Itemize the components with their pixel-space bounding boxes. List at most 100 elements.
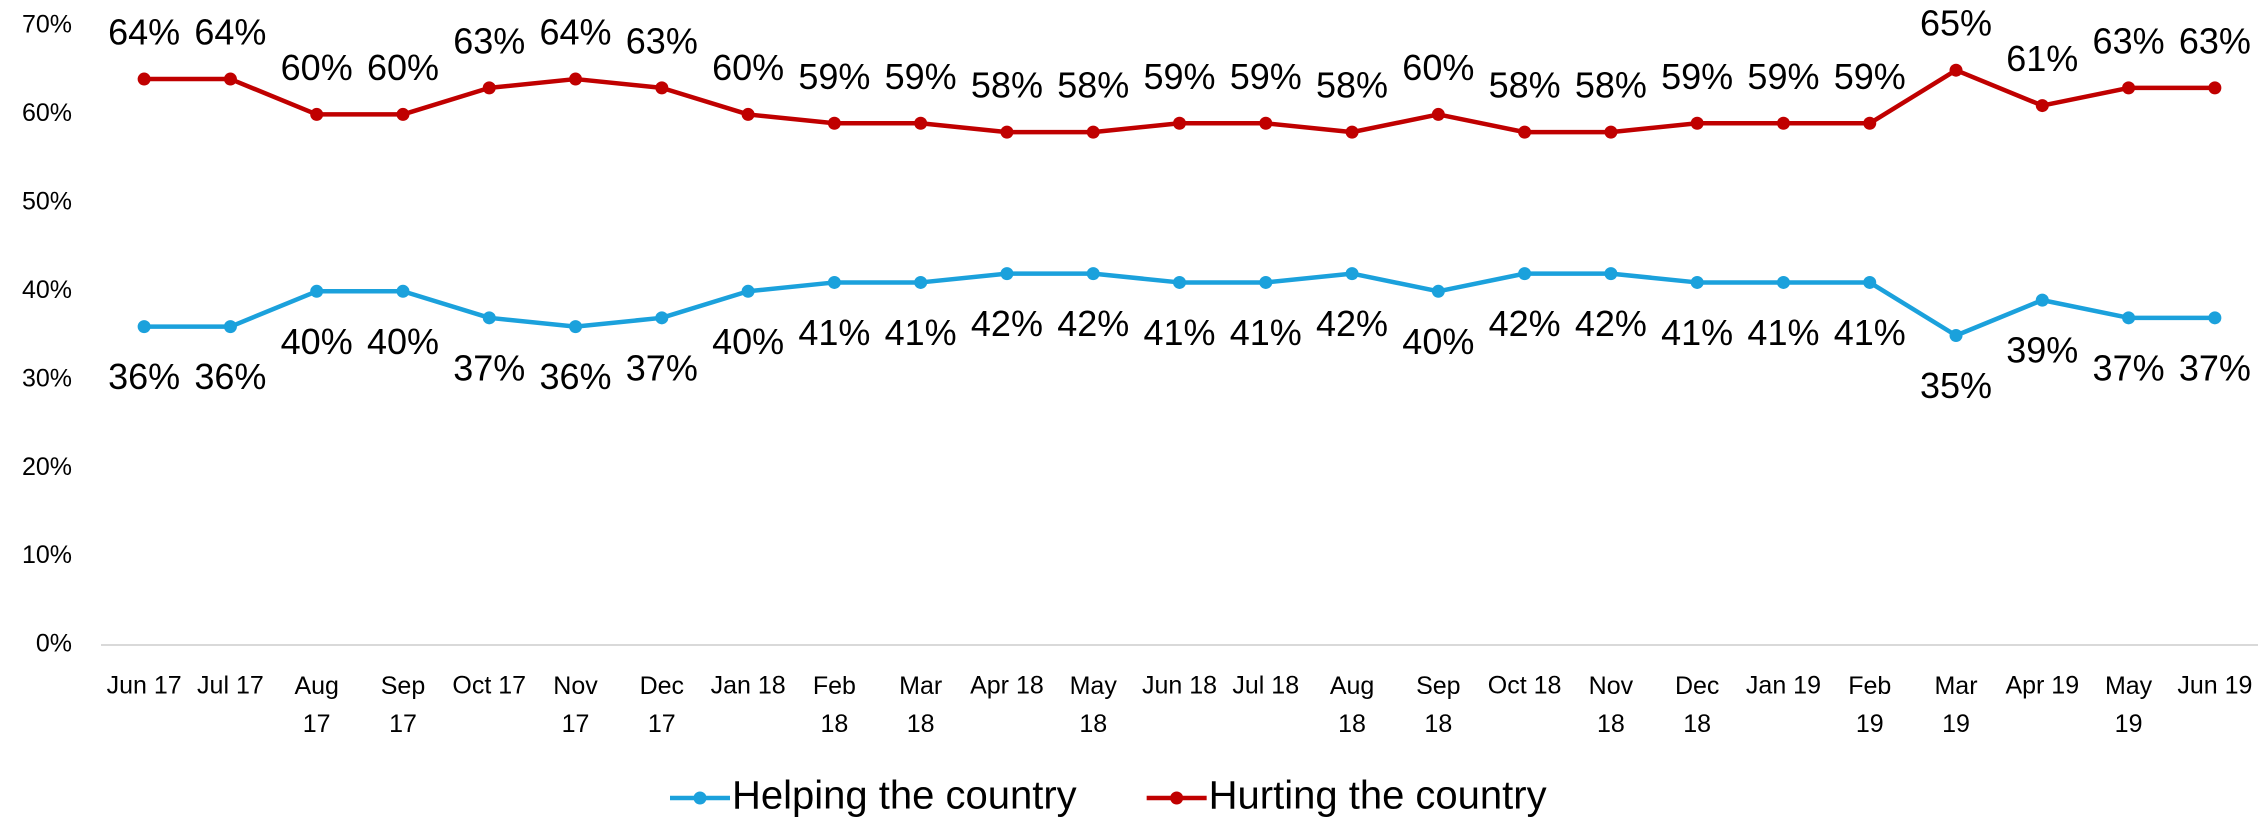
x-tick-label: Aug 17 — [294, 672, 338, 738]
x-tick-label: Feb 18 — [813, 672, 856, 738]
data-label: 39% — [2006, 330, 2078, 371]
x-tick-label: Sep 18 — [1416, 672, 1460, 738]
x-tick-label: Apr 18 — [970, 672, 1044, 700]
data-label: 59% — [1230, 56, 1302, 97]
data-label: 41% — [1747, 312, 1819, 353]
series-marker — [1345, 267, 1359, 281]
x-tick-label: Nov 18 — [1589, 672, 1634, 738]
series-marker — [655, 81, 669, 95]
data-label: 42% — [1316, 303, 1388, 344]
data-label: 37% — [2179, 347, 2251, 388]
x-tick-label: Jun 19 — [2177, 672, 2252, 700]
x-tick-label: Mar 19 — [1934, 672, 1977, 738]
data-label: 64% — [540, 12, 612, 53]
series-marker — [1173, 275, 1186, 289]
data-label: 41% — [1661, 312, 1733, 353]
y-tick-label: 60% — [22, 99, 72, 127]
x-tick-label: Jan 18 — [711, 672, 786, 700]
series-marker — [482, 311, 496, 325]
series-marker — [741, 107, 755, 121]
data-label: 58% — [1316, 65, 1388, 106]
series-marker — [2122, 311, 2136, 325]
data-label: 40% — [367, 321, 439, 362]
data-label: 36% — [540, 356, 612, 397]
series-marker — [2122, 81, 2136, 95]
data-label: 41% — [1834, 312, 1906, 353]
y-tick-label: 0% — [36, 630, 72, 658]
data-label: 58% — [1057, 65, 1129, 106]
x-tick-label: Sep 17 — [381, 672, 425, 738]
x-tick-label: Oct 18 — [1488, 672, 1562, 700]
x-tick-label: Jul 18 — [1232, 672, 1299, 700]
data-label: 42% — [1489, 303, 1561, 344]
series-marker — [1259, 275, 1273, 289]
series-marker — [137, 320, 151, 334]
series-marker — [2035, 293, 2049, 307]
y-tick-label: 40% — [22, 276, 72, 304]
series-marker — [2035, 99, 2049, 113]
series-marker — [569, 72, 583, 86]
data-label: 40% — [281, 321, 353, 362]
x-tick-label: Feb 19 — [1848, 672, 1891, 738]
series-marker — [482, 81, 496, 95]
series-marker — [1086, 267, 1100, 281]
series-marker — [2208, 81, 2222, 95]
x-tick-label: Jun 17 — [107, 672, 182, 700]
data-label: 40% — [1402, 321, 1474, 362]
series-marker — [1949, 63, 1963, 77]
data-label: 60% — [1402, 47, 1474, 88]
series-marker — [396, 284, 410, 298]
x-tick-label: Jul 17 — [197, 672, 264, 700]
series-marker — [1345, 125, 1359, 139]
series-marker — [223, 320, 237, 334]
y-tick-label: 10% — [22, 541, 72, 569]
data-label: 63% — [453, 20, 525, 61]
y-tick-label: 30% — [22, 364, 72, 392]
data-label: 35% — [1920, 365, 1992, 406]
x-tick-label: Dec 17 — [640, 672, 684, 738]
series-marker — [1431, 107, 1445, 121]
data-label: 41% — [1230, 312, 1302, 353]
series-marker — [741, 284, 755, 298]
data-label: 64% — [108, 12, 180, 53]
series-marker — [1431, 284, 1445, 298]
data-label: 37% — [626, 347, 698, 388]
x-tick-label: Nov 17 — [553, 672, 598, 738]
legend-label: Helping the country — [732, 774, 1077, 818]
y-tick-label: 50% — [22, 187, 72, 215]
data-label: 36% — [108, 356, 180, 397]
data-label: 42% — [1575, 303, 1647, 344]
series-marker — [2208, 311, 2222, 325]
data-label: 42% — [971, 303, 1043, 344]
data-label: 58% — [1575, 65, 1647, 106]
series-marker — [1000, 125, 1014, 139]
series-marker — [914, 275, 928, 289]
data-label: 59% — [1747, 56, 1819, 97]
series-marker — [1604, 267, 1618, 281]
data-label: 37% — [453, 347, 525, 388]
series-marker — [1604, 125, 1618, 139]
series-marker — [914, 116, 928, 130]
x-tick-label: Jun 18 — [1142, 672, 1217, 700]
data-label: 37% — [2093, 347, 2165, 388]
series-marker — [827, 275, 841, 289]
data-label: 63% — [2093, 20, 2165, 61]
data-label: 58% — [1489, 65, 1561, 106]
x-tick-label: Dec 18 — [1675, 672, 1719, 738]
x-tick-label: May 18 — [1070, 672, 1118, 738]
series-marker — [1776, 116, 1790, 130]
legend-marker — [693, 791, 707, 805]
y-tick-label: 20% — [22, 453, 72, 481]
series-marker — [1690, 275, 1704, 289]
data-label: 59% — [1143, 56, 1215, 97]
legend-marker — [1170, 791, 1184, 805]
data-label: 63% — [2179, 20, 2251, 61]
x-tick-label: Aug 18 — [1330, 672, 1374, 738]
data-label: 40% — [712, 321, 784, 362]
x-tick-label: Apr 19 — [2005, 672, 2079, 700]
series-marker — [310, 107, 324, 121]
series-marker — [1518, 267, 1532, 281]
x-tick-label: Oct 17 — [452, 672, 526, 700]
data-label: 65% — [1920, 3, 1992, 44]
